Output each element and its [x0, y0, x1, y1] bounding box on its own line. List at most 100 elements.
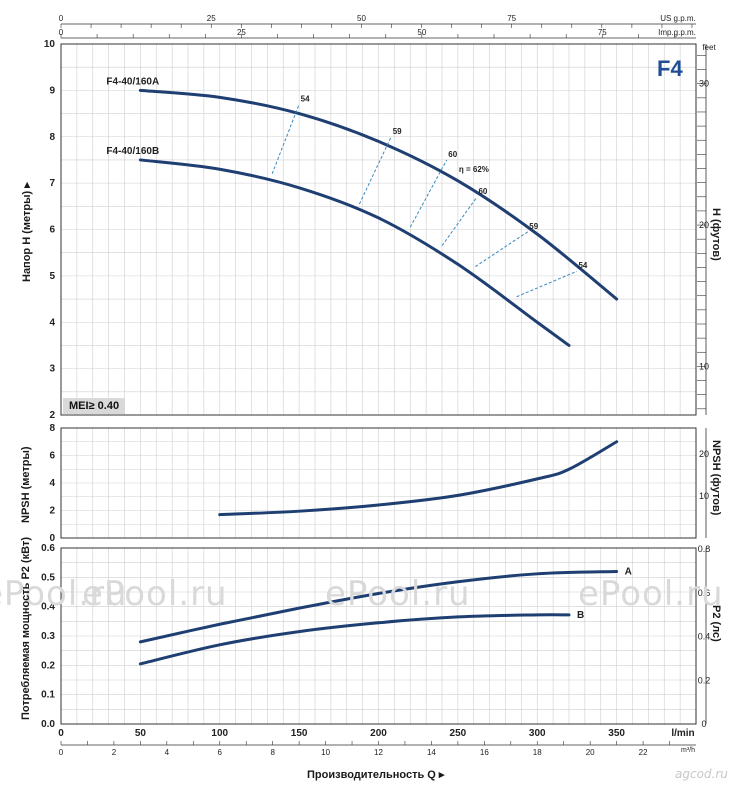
imp-gpm-tick-label: 75: [598, 28, 607, 37]
us-gpm-tick-label: 75: [507, 14, 516, 23]
power-series-label: B: [577, 610, 584, 621]
power-ytick-label: 0.0: [41, 719, 55, 730]
npsh-ytick-label: 2: [49, 506, 55, 517]
head-series-label: F4-40/160B: [106, 146, 159, 157]
head-curve-b: [138, 158, 571, 347]
lmin-tick-label: 350: [608, 728, 625, 739]
feet-tick-label: 20: [699, 220, 709, 230]
power-ytick-label: 0.5: [41, 572, 55, 583]
power-grid: [60, 547, 697, 725]
power-series-label: A: [625, 566, 632, 577]
efficiency-label: 54: [578, 261, 587, 270]
m3h-tick-label: 10: [321, 748, 330, 757]
hp-tick-label: 0.2: [698, 675, 711, 685]
imp-gpm-tick-label: 0: [59, 28, 64, 37]
imp-gpm-tick-label: 25: [237, 28, 246, 37]
m3h-label: m³/h: [681, 747, 695, 754]
power-ytick-label: 0.1: [41, 690, 55, 701]
m3h-tick-label: 12: [374, 748, 383, 757]
head-ytick-label: 5: [49, 271, 55, 282]
efficiency-line: [409, 159, 448, 228]
m3h-tick-label: 6: [218, 748, 223, 757]
hp-tick-label: 0.4: [698, 632, 711, 642]
power-ytick-label: 0.2: [41, 660, 55, 671]
head-curve-a: [138, 88, 619, 301]
m3h-tick-label: 4: [165, 748, 170, 757]
power-ytick-label: 0.4: [41, 602, 55, 613]
lmin-tick-label: 0: [58, 728, 64, 739]
head-ytick-label: 2: [49, 410, 55, 421]
us-gpm-label: US g.p.m.: [660, 14, 696, 23]
lmin-tick-label: 200: [370, 728, 387, 739]
npsh-right-label: NPSH (футов): [710, 440, 722, 516]
power-right-label: P2 (лс): [710, 605, 722, 642]
footer-mark: agcod.ru: [675, 767, 728, 781]
npsh-frame: [60, 427, 697, 539]
hp-tick-label: 0.8: [698, 544, 711, 554]
us-gpm-tick-label: 25: [207, 14, 216, 23]
efficiency-label: 60: [448, 150, 457, 159]
power-ytick-label: 0.6: [41, 543, 55, 554]
us-gpm-tick-label: 0: [59, 14, 64, 23]
npsh-feet-tick-label: 20: [699, 449, 709, 459]
efficiency-label: 59: [393, 127, 402, 136]
head-grid: [60, 43, 697, 416]
npsh-ytick-label: 4: [49, 478, 55, 489]
efficiency-peak-label: η = 62%: [459, 165, 489, 174]
efficiency-line: [441, 196, 478, 247]
m3h-tick-label: 18: [533, 748, 542, 757]
head-ytick-label: 8: [49, 132, 55, 143]
npsh-curve: [218, 440, 619, 517]
feet-tick-label: 10: [699, 361, 709, 371]
m3h-tick-label: 22: [639, 748, 648, 757]
efficiency-line: [271, 104, 300, 175]
head-ytick-label: 9: [49, 85, 55, 96]
power-curve-b: [138, 613, 571, 666]
lmin-tick-label: 50: [135, 728, 147, 739]
power-left-label: Потребляемая мощность P2 (кВт): [20, 537, 32, 720]
head-ytick-label: 7: [49, 178, 55, 189]
efficiency-line: [358, 136, 392, 205]
power-curve-a: [138, 569, 619, 644]
head-frame: [60, 43, 697, 416]
model-tag: F4: [657, 56, 683, 81]
lmin-tick-label: 150: [291, 728, 308, 739]
efficiency-label: 60: [478, 187, 487, 196]
lmin-label: l/min: [671, 728, 694, 739]
npsh-ytick-label: 6: [49, 451, 55, 462]
head-ytick-label: 3: [49, 364, 55, 375]
feet-label: feet: [702, 43, 716, 52]
npsh-grid: [60, 427, 697, 539]
m3h-tick-label: 14: [427, 748, 436, 757]
npsh-ytick-label: 0: [49, 533, 55, 544]
efficiency-label: 59: [529, 222, 538, 231]
imp-gpm-label: Imp.g.p.m.: [658, 28, 696, 37]
us-gpm-tick-label: 50: [357, 14, 366, 23]
head-ytick-label: 6: [49, 225, 55, 236]
feet-tick-label: 30: [699, 79, 709, 89]
lmin-tick-label: 100: [211, 728, 228, 739]
head-ytick-label: 10: [44, 39, 56, 50]
m3h-tick-label: 20: [586, 748, 595, 757]
power-ytick-label: 0.3: [41, 631, 55, 642]
lmin-tick-label: 250: [450, 728, 467, 739]
head-left-label: Напор H (метры) ▸: [21, 182, 33, 282]
imp-gpm-tick-label: 50: [417, 28, 426, 37]
head-series-label: F4-40/160A: [106, 76, 159, 87]
efficiency-label: 54: [301, 94, 310, 103]
x-axis-title: Производительность Q ▸: [307, 769, 445, 781]
lmin-tick-label: 300: [529, 728, 546, 739]
npsh-feet-tick-label: 10: [699, 491, 709, 501]
head-right-label: H (футов): [710, 208, 722, 261]
efficiency-line: [475, 231, 529, 268]
hp-tick-label: 0: [701, 719, 706, 729]
hp-tick-label: 0.6: [698, 588, 711, 598]
m3h-tick-label: 8: [270, 748, 275, 757]
m3h-tick-label: 2: [112, 748, 117, 757]
power-frame: [60, 547, 697, 725]
npsh-left-label: NPSH (метры): [20, 446, 32, 523]
m3h-tick-label: 0: [59, 748, 64, 757]
mei-badge: MEI≥ 0.40: [63, 398, 126, 414]
head-ytick-label: 4: [49, 317, 55, 328]
